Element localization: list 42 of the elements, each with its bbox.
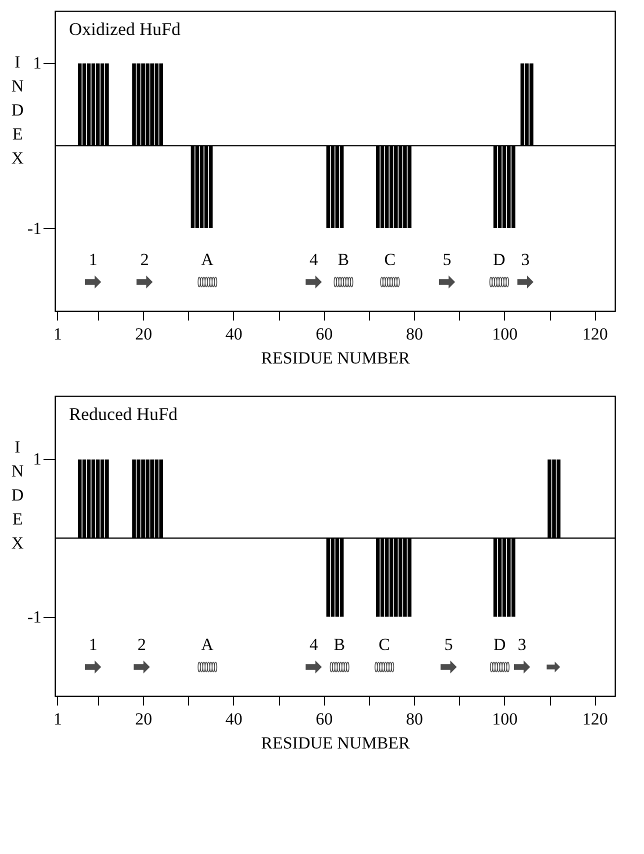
annotation: B bbox=[334, 635, 346, 654]
x-tick-label: 1 bbox=[54, 710, 62, 728]
x-tick-label: 100 bbox=[492, 324, 518, 344]
annotation: 4 bbox=[309, 635, 318, 654]
annotation: 5 bbox=[444, 635, 453, 654]
y-tick-label: 1 bbox=[33, 450, 42, 469]
chart-title: Oxidized HuFd bbox=[69, 19, 180, 39]
y-tick-label: 1 bbox=[33, 54, 42, 73]
chart-title: Reduced HuFd bbox=[69, 404, 178, 424]
annotation: C bbox=[384, 250, 396, 269]
annotation: 5 bbox=[442, 250, 452, 269]
annotation: 2 bbox=[140, 250, 149, 269]
annotation: B bbox=[338, 250, 350, 269]
annotation: 1 bbox=[88, 635, 98, 654]
x-tick-label: 20 bbox=[135, 324, 152, 344]
annotation: 1 bbox=[88, 250, 98, 269]
annotation: 4 bbox=[309, 250, 318, 269]
y-axis-title: INDEX bbox=[11, 52, 24, 168]
x-tick-label: 80 bbox=[406, 324, 424, 344]
x-tick-label: 40 bbox=[225, 710, 242, 728]
x-tick-label: 80 bbox=[406, 710, 424, 728]
annotation: C bbox=[378, 635, 390, 654]
annotation: A bbox=[201, 635, 214, 654]
annotation: D bbox=[492, 250, 506, 269]
x-axis-title: RESIDUE NUMBER bbox=[261, 348, 411, 368]
x-tick-label: 60 bbox=[316, 710, 333, 728]
annotation: D bbox=[494, 635, 506, 654]
x-tick-label: 40 bbox=[225, 324, 242, 344]
x-tick-label: 1 bbox=[54, 324, 62, 344]
x-axis-title: RESIDUE NUMBER bbox=[261, 734, 411, 752]
x-tick-label: 60 bbox=[316, 324, 333, 344]
x-tick-label: 120 bbox=[582, 710, 608, 728]
x-tick-label: 120 bbox=[582, 324, 608, 344]
annotation: 3 bbox=[518, 635, 526, 654]
x-tick-label: 100 bbox=[492, 710, 518, 728]
x-tick-label: 20 bbox=[135, 710, 152, 728]
annotation: 2 bbox=[138, 635, 146, 654]
annotation: 3 bbox=[521, 250, 530, 269]
y-axis-title: INDEX bbox=[11, 438, 24, 552]
y-tick-label: -1 bbox=[27, 218, 42, 238]
annotation: A bbox=[201, 250, 214, 269]
y-tick-label: -1 bbox=[27, 608, 42, 627]
